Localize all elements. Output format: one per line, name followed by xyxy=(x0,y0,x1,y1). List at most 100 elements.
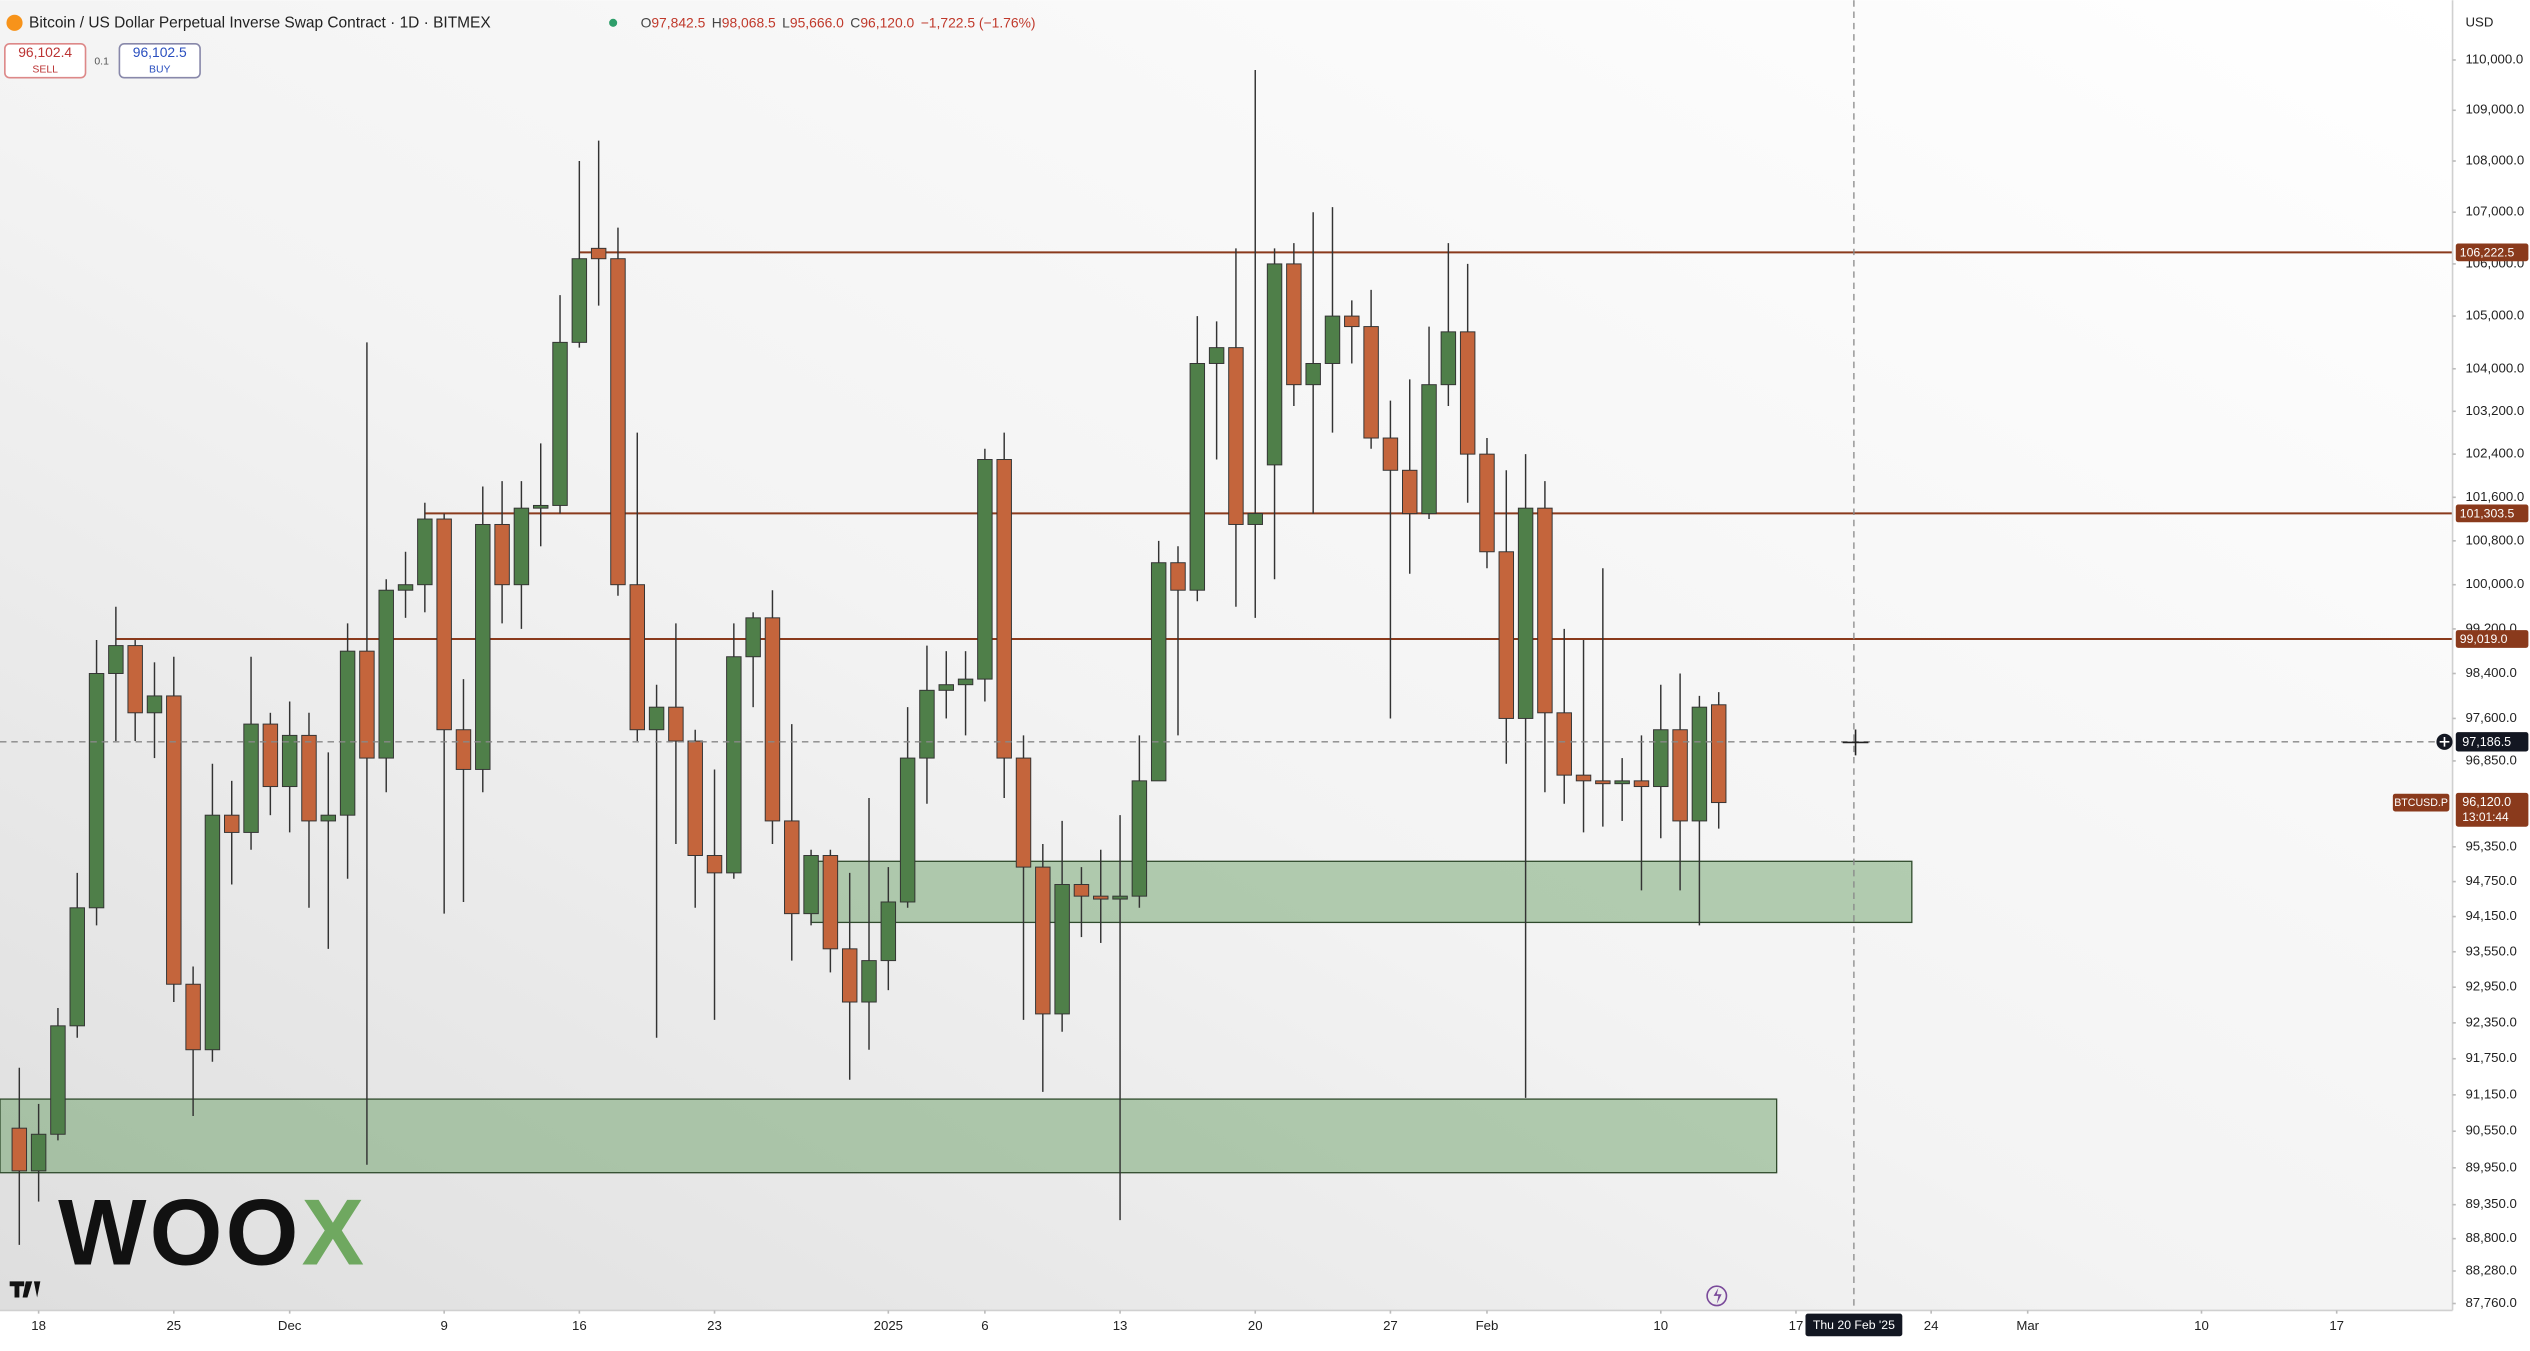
y-tick-label: 93,550.0 xyxy=(2465,943,2516,958)
candle-body xyxy=(185,983,201,1051)
candle-body xyxy=(996,459,1012,759)
tv-logo xyxy=(9,1281,41,1298)
cursor xyxy=(1842,729,1869,756)
y-tick-label: 97,600.0 xyxy=(2465,710,2516,725)
candle-body xyxy=(822,855,839,950)
x-tick-label: Feb xyxy=(1476,1318,1499,1333)
candle-body xyxy=(1131,780,1148,897)
sell-button[interactable] xyxy=(4,43,87,79)
y-tick-label: 110,000.0 xyxy=(2465,51,2523,66)
candle-body xyxy=(1112,895,1128,900)
x-tick-label: 24 xyxy=(1924,1318,1939,1333)
candle-body xyxy=(1382,437,1399,471)
candle-body xyxy=(166,695,182,985)
candle-body xyxy=(494,523,510,586)
x-tick-label: 10 xyxy=(2194,1318,2209,1333)
candle-body xyxy=(224,814,240,833)
sell-price: 96,102.4 xyxy=(18,44,72,60)
level-label: 101,303.5 xyxy=(2460,506,2515,520)
price-axis[interactable] xyxy=(2452,0,2530,1351)
x-tick-label: 18 xyxy=(31,1318,46,1333)
buy-button[interactable] xyxy=(118,43,201,79)
candle-body xyxy=(69,907,85,1027)
candle-body xyxy=(1614,780,1630,785)
candle-body xyxy=(436,518,452,731)
y-tick-label: 92,950.0 xyxy=(2465,979,2516,994)
y-tick-label: 100,800.0 xyxy=(2465,532,2524,547)
candle-body xyxy=(127,645,143,714)
y-tick-label: 109,000.0 xyxy=(2465,102,2524,117)
candle-body xyxy=(1517,507,1534,719)
candle-body xyxy=(397,584,414,591)
candle-body xyxy=(1537,507,1553,714)
buy-label: BUY xyxy=(149,64,171,75)
level-label: 99,019.0 xyxy=(2460,632,2508,646)
legend-item: 96,120.0 xyxy=(860,14,914,30)
candle-body xyxy=(1150,562,1167,782)
candle-body xyxy=(784,820,800,915)
symbol-tag xyxy=(2392,793,2450,812)
y-tick-label: 98,400.0 xyxy=(2465,665,2516,680)
watermark-x: X xyxy=(302,1179,368,1284)
candle-body xyxy=(1653,729,1669,788)
symbol-label: BTCUSD.P xyxy=(2394,797,2448,809)
y-tick-label: 100,000.0 xyxy=(2465,576,2524,591)
y-tick-label: 104,000.0 xyxy=(2465,360,2524,375)
candle-body xyxy=(513,507,530,586)
candle-body xyxy=(1324,315,1341,364)
candle-body xyxy=(532,504,549,509)
tags: 106,222.5 101,303.5 99,019.0 97,186.5 Thu 20… xyxy=(1805,243,2529,1337)
levels xyxy=(115,251,2453,640)
level-tag xyxy=(2455,630,2529,648)
legend-item: C xyxy=(850,14,860,30)
candle-body xyxy=(1344,315,1360,328)
candle-body xyxy=(1247,513,1263,525)
candle-body xyxy=(610,258,626,586)
countdown-label: 13:01:44 xyxy=(2462,810,2509,824)
x-tick-label: 13 xyxy=(1113,1318,1128,1333)
crosshair-date-tag xyxy=(1805,1313,1903,1337)
legend-item: 97,842.5 xyxy=(651,14,705,30)
y-tick-label: 108,000.0 xyxy=(2465,152,2524,167)
level-label: 106,222.5 xyxy=(2460,245,2515,259)
candle-body xyxy=(745,617,761,658)
candle-body xyxy=(552,341,568,506)
y-tick-label: 95,350.0 xyxy=(2465,838,2516,853)
candle-body xyxy=(1691,706,1708,822)
candle-body xyxy=(1459,331,1476,455)
currency[interactable]: USD xyxy=(2465,14,2493,29)
candle-body xyxy=(668,706,684,742)
candle-body xyxy=(1710,704,1727,804)
candle-body xyxy=(339,650,356,816)
candle-body xyxy=(977,459,993,680)
candle-body xyxy=(1286,263,1302,386)
candle-body xyxy=(957,678,974,686)
watermark-main: WOO xyxy=(58,1179,302,1284)
candle-body xyxy=(687,740,703,856)
x-tick-label: 27 xyxy=(1383,1318,1398,1333)
candle-body xyxy=(764,617,781,822)
x-tick-label: Mar xyxy=(2016,1318,2039,1333)
y-tick-label: 89,350.0 xyxy=(2465,1196,2516,1211)
y-tick-label: 103,200.0 xyxy=(2465,403,2524,418)
candle-body xyxy=(1035,866,1051,1015)
event-icon[interactable] xyxy=(1706,1285,1728,1307)
level-tag xyxy=(2455,504,2529,523)
x-tick-label: 20 xyxy=(1248,1318,1263,1333)
candle-body xyxy=(1170,562,1186,591)
chart-title[interactable]: Bitcoin / US Dollar Perpetual Inverse Sw… xyxy=(29,15,491,32)
time-axis[interactable] xyxy=(0,1310,2453,1351)
legend-item: H xyxy=(712,14,722,30)
candle-body xyxy=(1575,774,1592,782)
candle-body xyxy=(899,757,916,903)
x-tick-label: 2025 xyxy=(874,1318,903,1333)
candle-body xyxy=(803,855,819,915)
candle-body xyxy=(571,258,588,343)
candle-body xyxy=(841,948,858,1003)
candle-body xyxy=(938,684,954,691)
watermark-text: WOOX xyxy=(58,1179,367,1284)
y-tick-label: 101,600.0 xyxy=(2465,489,2524,504)
level-tag xyxy=(2455,243,2529,262)
